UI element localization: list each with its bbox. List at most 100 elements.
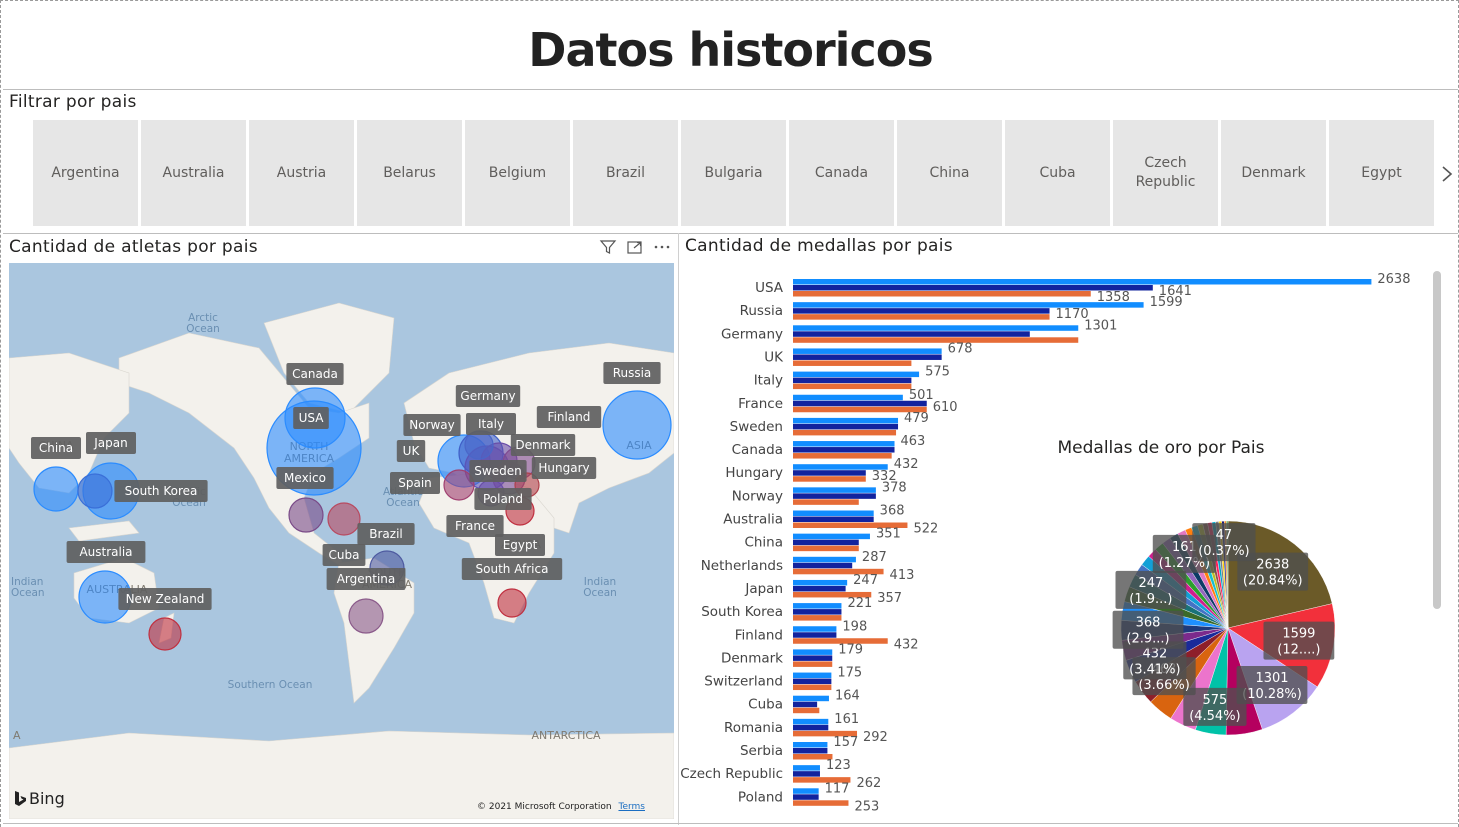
bar[interactable] [793,279,1372,285]
bar[interactable] [793,360,912,366]
bar[interactable] [793,377,912,384]
country-tag[interactable]: Denmark [510,434,576,456]
country-tag[interactable]: Hungary [531,457,597,479]
bar[interactable] [793,556,856,563]
bar[interactable] [793,707,820,714]
map-bubble[interactable] [77,473,113,509]
country-tag[interactable]: Italy [466,413,516,435]
country-tag[interactable]: UK [396,440,426,462]
bar[interactable] [793,302,1144,308]
filter-icon[interactable] [599,239,617,259]
map-bubble[interactable] [348,598,384,634]
bar[interactable] [793,539,859,546]
country-tag[interactable]: Mexico [276,467,334,489]
country-tag[interactable]: Brazil [357,523,415,545]
chevron-right-icon[interactable] [1437,159,1457,189]
map-bubble[interactable] [497,588,527,618]
bar[interactable] [793,748,828,754]
bar[interactable] [793,406,927,413]
bar[interactable] [793,429,897,436]
bar[interactable] [793,394,903,401]
map-bubble[interactable] [464,430,494,460]
slicer-item[interactable]: Belgium [465,120,570,226]
bar[interactable] [793,354,942,360]
bar[interactable] [793,447,895,453]
country-tag[interactable]: Egypt [495,534,545,556]
country-tag[interactable]: France [446,515,504,537]
focus-mode-icon[interactable] [626,239,644,259]
country-tag[interactable]: Argentina [326,568,406,590]
bar[interactable] [793,285,1153,291]
bar[interactable] [793,794,819,800]
bar[interactable] [793,788,819,794]
bar[interactable] [793,771,820,777]
bar[interactable] [793,626,837,632]
bar[interactable] [793,724,829,731]
bar[interactable] [793,562,853,569]
country-tag[interactable]: Poland [474,488,532,510]
slicer-item[interactable]: China [897,120,1002,226]
slicer-item[interactable]: Brazil [573,120,678,226]
country-tag[interactable]: Spain [390,472,440,494]
slicer-item[interactable]: Argentina [33,120,138,226]
bar[interactable] [793,423,899,430]
bar[interactable] [793,348,942,354]
bar[interactable] [793,510,874,517]
bar[interactable] [793,417,899,424]
world-map[interactable]: ArcticOceanAtlanticOceanPacificOceanIndi… [9,263,674,819]
country-tag[interactable]: South Africa [461,558,563,580]
map-bubble[interactable] [443,469,475,501]
bar[interactable] [793,615,842,621]
map-bubble[interactable] [148,617,182,651]
slicer-item[interactable]: Bulgaria [681,120,786,226]
bar[interactable] [793,337,1079,343]
bar[interactable] [793,464,888,470]
bar[interactable] [793,800,849,806]
country-tag[interactable]: Germany [455,385,521,407]
bar[interactable] [793,568,884,575]
slicer-item[interactable]: Australia [141,120,246,226]
slicer-item[interactable]: Austria [249,120,354,226]
country-tag[interactable]: Japan [86,432,136,454]
country-tag[interactable]: Sweden [469,460,527,482]
bar[interactable] [793,661,833,667]
bar[interactable] [793,609,842,615]
terms-link[interactable]: Terms [618,802,645,812]
country-tag[interactable]: Finland [536,406,602,428]
bar[interactable] [793,754,833,760]
slicer-item[interactable]: Belarus [357,120,462,226]
slicer-item[interactable]: Denmark [1221,120,1326,226]
country-tag[interactable]: Norway [403,414,461,436]
bar[interactable] [793,499,859,505]
country-tag[interactable]: USA [293,407,329,429]
bar[interactable] [793,371,920,378]
chart-scrollbar[interactable] [1433,271,1441,609]
country-tag[interactable]: South Korea [114,480,208,502]
bar[interactable] [793,638,888,644]
country-tag[interactable]: China [31,437,81,459]
bar[interactable] [793,603,842,609]
bar[interactable] [793,655,833,661]
bar[interactable] [793,516,874,523]
country-tag[interactable]: Russia [603,362,661,384]
bar[interactable] [793,701,818,708]
bar[interactable] [793,585,846,592]
bar[interactable] [793,493,876,499]
bar[interactable] [793,777,851,783]
bar[interactable] [793,291,1091,297]
slicer-item[interactable]: Cuba [1005,120,1110,226]
slicer-item[interactable]: Czech Republic [1113,120,1218,226]
bar[interactable] [793,476,866,482]
country-tag[interactable]: New Zealand [118,588,212,610]
bar[interactable] [793,765,820,771]
bar[interactable] [793,545,859,552]
bar[interactable] [793,314,1050,320]
pie-chart[interactable]: 2638 (20.84%) 1599 (12....) 1301 (10.28%)575(… [1112,520,1336,736]
bar[interactable] [793,632,837,638]
bar[interactable] [793,470,866,476]
bar[interactable] [793,591,872,598]
bar[interactable] [793,400,927,407]
bar[interactable] [793,533,870,540]
map-bubble[interactable] [602,390,672,460]
bar[interactable] [793,684,832,691]
